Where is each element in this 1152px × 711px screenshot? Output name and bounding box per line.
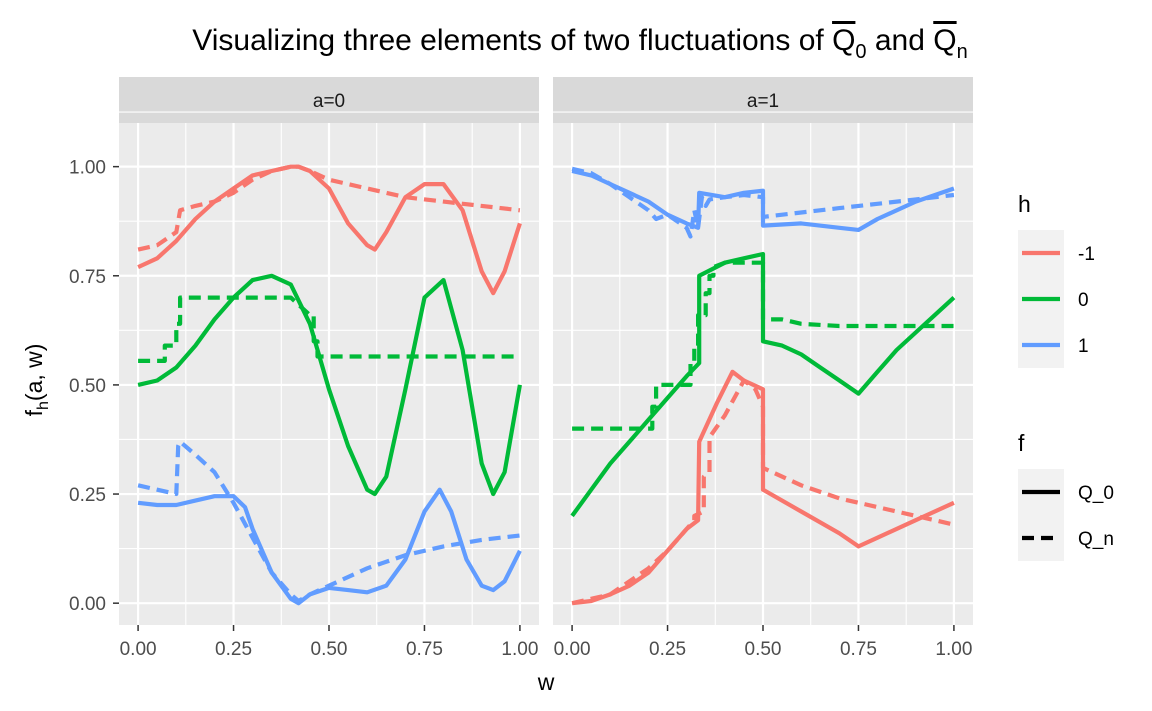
legend-h-label: 1 — [1078, 336, 1089, 357]
x-tick-label: 0.50 — [311, 639, 348, 660]
series-line-h0-q0 — [570, 251, 956, 518]
series-a1 — [570, 166, 956, 606]
x-tick-label: 0.75 — [406, 639, 443, 660]
legend-f-label: Q_n — [1078, 529, 1114, 550]
panel-a0: a=0 0.00 0.25 0.50 0.75 1.00 — [119, 77, 539, 660]
strip-label-a1: a=1 — [747, 91, 779, 112]
series-line-h1-qn — [137, 439, 521, 604]
series-line-h0-qn — [138, 295, 520, 363]
legend-f-title: f — [1018, 430, 1025, 456]
legend-h-label: 0 — [1078, 290, 1089, 311]
y-axis-label: fh(a, w) — [21, 344, 52, 417]
panel-a1: a=1 0.00 0.25 0.50 0.75 1.00 — [553, 77, 973, 660]
x-tick-label: 1.00 — [501, 639, 538, 660]
legend-f: f Q_0 Q_n — [1018, 430, 1114, 561]
grid-a1 — [553, 111, 973, 625]
series-a0 — [137, 164, 522, 606]
strip-a0 — [119, 77, 539, 123]
chart-title-qn-sub: n — [957, 41, 968, 63]
series-line-h1-qn — [571, 166, 955, 239]
x-axis-label: w — [537, 669, 555, 695]
strip-a1 — [553, 77, 973, 123]
chart-title-joiner: and — [867, 24, 934, 57]
x-tick-label: 0.25 — [649, 639, 686, 660]
x-tick-label: 0.25 — [215, 639, 252, 660]
x-ticks-a1: 0.00 0.25 0.50 0.75 1.00 — [554, 625, 972, 660]
y-tick-label: 0.75 — [69, 267, 106, 288]
legend-h-label: -1 — [1078, 244, 1095, 265]
legend-h: h -1 0 1 — [1018, 191, 1095, 368]
y-tick-label: 1.00 — [69, 158, 106, 179]
strip-label-a0: a=0 — [313, 91, 345, 112]
legend-h-title: h — [1018, 191, 1031, 217]
series-line-h-1-qn — [571, 378, 955, 606]
x-tick-label: 0.50 — [745, 639, 782, 660]
series-line-h0-qn — [572, 260, 954, 431]
series-line-h0-q0 — [137, 273, 522, 497]
series-line-h-1-qn — [137, 164, 521, 252]
chart-title-qn: Q — [933, 24, 956, 57]
legend-f-label: Q_0 — [1078, 483, 1114, 504]
y-axis-label-base: f — [21, 409, 47, 416]
x-tick-label: 0.00 — [554, 639, 591, 660]
chart-title: Visualizing three elements of two fluctu… — [192, 24, 967, 63]
y-tick-label: 0.25 — [69, 485, 106, 506]
y-tick-label: 0.50 — [69, 376, 106, 397]
y-axis-label-sub: h — [35, 401, 52, 410]
x-tick-label: 0.00 — [120, 639, 157, 660]
grid-a0 — [119, 111, 539, 625]
x-tick-label: 0.75 — [840, 639, 877, 660]
chart-title-prefix: Visualizing three elements of two fluctu… — [192, 24, 832, 57]
x-tick-label: 1.00 — [935, 639, 972, 660]
y-ticks: 0.00 0.25 0.50 0.75 1.00 — [69, 158, 119, 615]
x-ticks-a0: 0.00 0.25 0.50 0.75 1.00 — [120, 625, 538, 660]
chart-title-q0: Q — [832, 24, 855, 57]
y-tick-label: 0.00 — [69, 594, 106, 615]
series-line-h-1-q0 — [137, 164, 522, 296]
chart-title-q0-sub: 0 — [855, 41, 866, 63]
y-axis-label-rest: (a, w) — [21, 344, 47, 402]
series-line-h-1-q0 — [571, 369, 955, 606]
